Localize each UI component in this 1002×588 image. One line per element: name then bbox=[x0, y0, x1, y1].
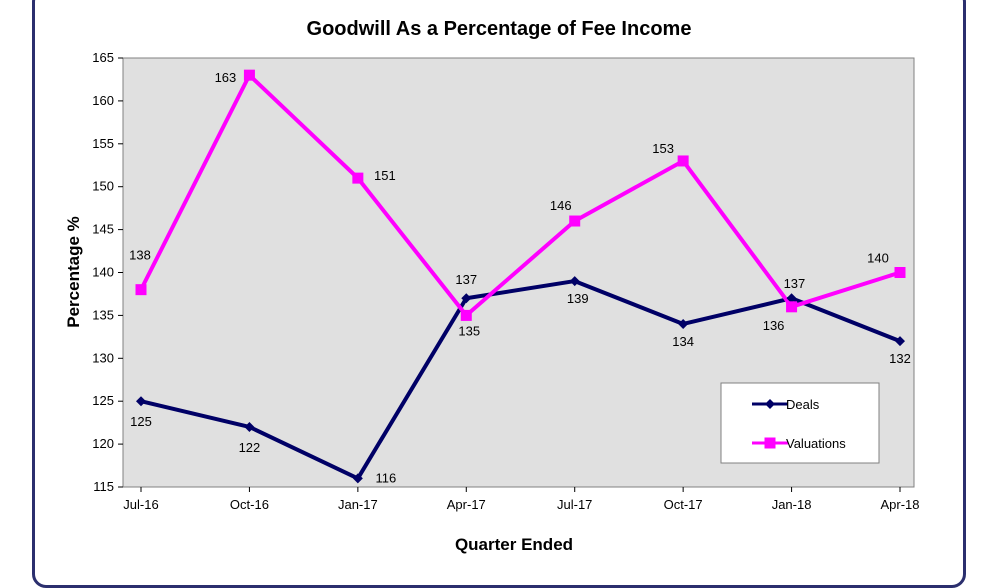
series-valuations-label: 135 bbox=[458, 323, 480, 338]
series-valuations-label: 153 bbox=[652, 141, 674, 156]
series-deals-label: 132 bbox=[889, 351, 911, 366]
series-valuations-label: 151 bbox=[374, 168, 396, 183]
series-deals-label: 116 bbox=[375, 470, 396, 485]
y-tick-label: 145 bbox=[92, 222, 114, 237]
legend-box bbox=[720, 382, 880, 464]
series-deals-point bbox=[569, 276, 580, 287]
y-tick-label: 120 bbox=[92, 436, 114, 451]
series-deals-line bbox=[140, 279, 901, 481]
x-tick-label: Jul-16 bbox=[123, 497, 158, 512]
series-valuations-label: 136 bbox=[763, 318, 785, 333]
legend-valuations-label: Valuations bbox=[786, 436, 846, 451]
series-valuations-point bbox=[569, 215, 581, 227]
series-deals-label: 137 bbox=[784, 276, 806, 291]
series-deals-label: 134 bbox=[672, 334, 694, 349]
x-tick-label: Oct-17 bbox=[664, 497, 703, 512]
series-deals-label: 139 bbox=[567, 291, 589, 306]
series-valuations-label: 138 bbox=[129, 248, 151, 263]
x-tick-label: Jan-18 bbox=[772, 497, 812, 512]
legend-deals-label: Deals bbox=[786, 397, 820, 412]
series-valuations-label: 163 bbox=[215, 70, 237, 85]
x-tick-label: Jul-17 bbox=[557, 497, 592, 512]
x-tick-label: Apr-17 bbox=[447, 497, 486, 512]
series-deals-point bbox=[461, 293, 472, 304]
y-tick-label: 165 bbox=[92, 50, 114, 65]
series-deals-label: 137 bbox=[455, 272, 477, 287]
series-valuations-point bbox=[243, 69, 255, 81]
y-tick-label: 130 bbox=[92, 350, 114, 365]
y-tick-label: 115 bbox=[93, 479, 114, 494]
series-valuations-label: 140 bbox=[867, 251, 889, 266]
line-chart: Goodwill As a Percentage of Fee Income 1… bbox=[64, 18, 920, 554]
series-layer bbox=[135, 69, 906, 484]
series-deals-point bbox=[786, 293, 797, 304]
series-deals-label: 122 bbox=[239, 440, 261, 455]
y-tick-label: 140 bbox=[92, 265, 114, 280]
y-tick-label: 125 bbox=[92, 393, 114, 408]
series-valuations-point bbox=[460, 309, 472, 321]
legend-valuations-marker bbox=[764, 437, 776, 449]
legend: Deals Valuations bbox=[720, 382, 880, 464]
y-tick-label: 160 bbox=[92, 93, 114, 108]
y-axis: 115 120 125 130 135 140 145 150 155 160 165 bbox=[92, 50, 123, 494]
series-valuations-point bbox=[894, 267, 906, 278]
series-valuations-point bbox=[786, 301, 798, 313]
chart-title: Goodwill As a Percentage of Fee Income bbox=[307, 18, 692, 40]
series-deals-point bbox=[352, 473, 363, 484]
series-deals-point bbox=[136, 396, 146, 407]
y-tick-label: 135 bbox=[92, 307, 114, 322]
series-deals-label: 125 bbox=[130, 414, 152, 429]
y-axis-title: Percentage % bbox=[64, 216, 83, 328]
x-tick-label: Jan-17 bbox=[338, 497, 378, 512]
series-deals-point bbox=[678, 318, 689, 329]
series-valuations-label: 146 bbox=[550, 198, 572, 213]
series-deals-point bbox=[895, 336, 905, 347]
legend-deals-marker bbox=[765, 399, 775, 409]
y-tick-label: 155 bbox=[92, 136, 114, 151]
y-tick-label: 150 bbox=[92, 179, 114, 194]
series-valuations-point bbox=[135, 284, 147, 296]
series-deals-point bbox=[244, 421, 255, 432]
series-valuations-point bbox=[677, 155, 689, 167]
series-valuations-point bbox=[352, 172, 364, 184]
data-labels: 125 122 116 137 139 134 137 132 138 163 151 135 146 1… bbox=[129, 70, 911, 485]
x-axis-title: Quarter Ended bbox=[455, 535, 573, 554]
x-tick-label: Apr-18 bbox=[880, 497, 919, 512]
series-valuations-line bbox=[139, 73, 901, 318]
x-tick-label: Oct-16 bbox=[230, 497, 269, 512]
x-axis: Jul-16 Oct-16 Jan-17 Apr-17 Jul-17 Oct-17 Jan-… bbox=[123, 487, 920, 512]
